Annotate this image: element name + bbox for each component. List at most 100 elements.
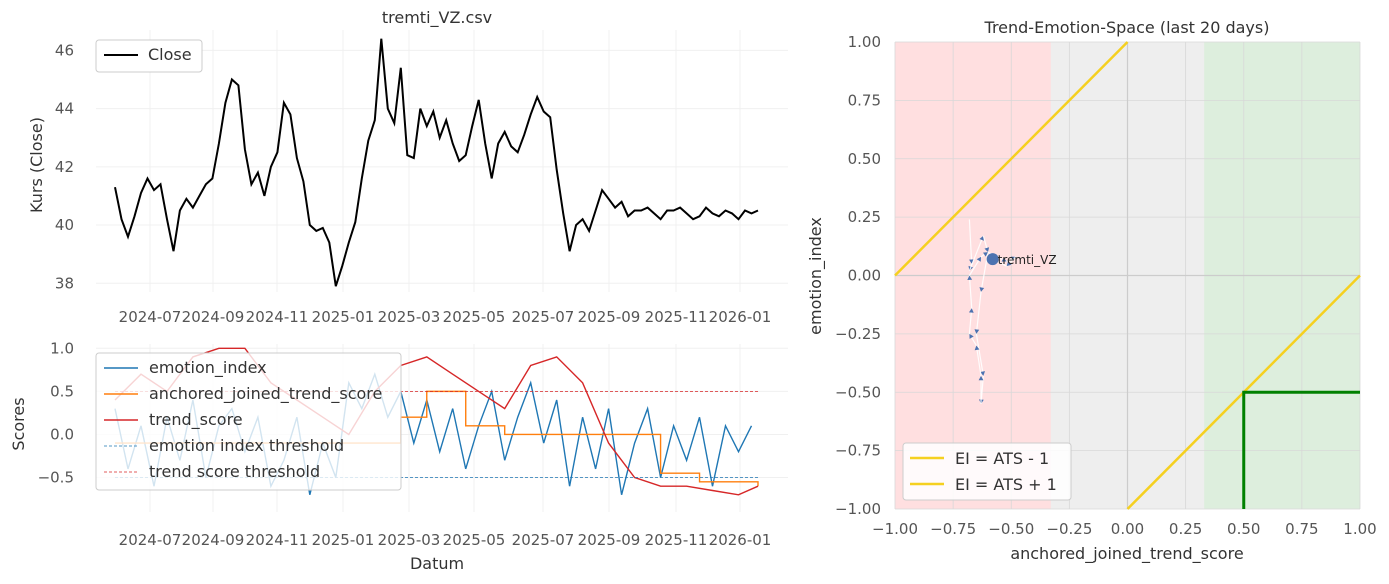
trail-arrow xyxy=(976,256,982,262)
space-y-tick: 0.50 xyxy=(848,150,881,168)
space-x-ticks: −1.00 −0.75 −0.50 −0.25 0.00 0.25 0.50 0.75 1.00 xyxy=(872,520,1377,538)
score-x-tick: 2025-01 xyxy=(312,531,375,549)
trail-arrow xyxy=(978,375,984,381)
price-y-tick: 40 xyxy=(55,216,74,234)
price-y-ticks: 38 40 42 44 46 xyxy=(55,41,74,292)
trail-arrow xyxy=(968,308,974,313)
price-x-tick: 2024-09 xyxy=(182,308,245,326)
trail-arrow xyxy=(979,287,985,292)
score-y-tick: 1.0 xyxy=(50,339,74,357)
score-x-tick: 2026-01 xyxy=(709,531,772,549)
price-y-tick: 46 xyxy=(55,41,74,59)
space-x-tick: −0.50 xyxy=(988,520,1034,538)
trail-arrow xyxy=(969,333,974,339)
space-x-axis-label: anchored_joined_trend_score xyxy=(1010,544,1243,564)
trail-arrow xyxy=(1006,261,1012,267)
trail-segment xyxy=(975,291,982,334)
legend-trend-score: trend_score xyxy=(149,410,243,430)
trail-arrow xyxy=(984,247,990,253)
line-ei-ats-plus-1 xyxy=(894,41,1129,277)
price-legend-box xyxy=(95,39,203,73)
space-y-tick: −0.25 xyxy=(835,325,881,343)
price-chart: tremti_VZ.csv Kurs (Close) 38 40 42 44 46 20… xyxy=(27,8,788,326)
score-y-tick: −0.5 xyxy=(38,469,74,487)
price-x-tick: 2025-07 xyxy=(512,308,575,326)
space-y-tick: −1.00 xyxy=(835,500,881,518)
score-legend: emotion_index anchored_joined_trend_scor… xyxy=(95,352,402,491)
trail-segment xyxy=(968,235,984,272)
space-x-tick: 0.25 xyxy=(1169,520,1202,538)
trail-segment xyxy=(968,219,973,264)
price-x-tick: 2026-01 xyxy=(709,308,772,326)
close-price-line xyxy=(114,38,759,287)
score-y-tick: 0.5 xyxy=(50,382,74,400)
trail-segment xyxy=(968,275,973,309)
legend-emotion-threshold: emotion index threshold xyxy=(149,436,344,455)
price-y-tick: 42 xyxy=(55,158,74,176)
price-x-tick: 2025-09 xyxy=(578,308,641,326)
trail-arrow xyxy=(979,235,984,241)
space-y-ticks: 1.00 0.75 0.50 0.25 0.00 −0.25 −0.50 −0.75 −1.00 xyxy=(835,33,881,518)
score-x-tick: 2025-11 xyxy=(645,531,708,549)
current-point xyxy=(986,253,999,266)
price-y-axis-label: Kurs (Close) xyxy=(27,117,46,213)
target-box xyxy=(1242,390,1360,509)
price-x-tick: 2024-11 xyxy=(246,308,309,326)
trail-arrow xyxy=(967,275,973,281)
score-chart: Scores Datum 1.0 0.5 0.0 −0.5 2024-07 2024-0… xyxy=(9,339,788,573)
space-y-axis-label: emotion_index xyxy=(806,217,826,335)
price-legend: Close xyxy=(95,39,203,73)
trail-arrow xyxy=(980,371,985,376)
score-y-axis-label: Scores xyxy=(9,397,28,450)
trail-arrow xyxy=(974,345,980,351)
price-x-tick: 2024-07 xyxy=(119,308,182,326)
score-x-tick: 2024-11 xyxy=(246,531,309,549)
score-legend-box xyxy=(95,352,402,491)
score-x-tick: 2025-09 xyxy=(578,531,641,549)
space-x-tick: 0.75 xyxy=(1285,520,1318,538)
space-title: Trend-Emotion-Space (last 20 days) xyxy=(984,18,1270,37)
space-y-tick: 0.75 xyxy=(848,91,881,109)
legend-ei-ats-plus-1: EI = ATS + 1 xyxy=(955,475,1057,494)
legend-emotion-index: emotion_index xyxy=(149,358,267,378)
trend-emotion-space: tremti_VZ Trend-Emotion-Space (last 20 d… xyxy=(806,18,1377,564)
legend-trend-threshold: trend score threshold xyxy=(149,462,320,481)
price-x-tick: 2025-11 xyxy=(645,308,708,326)
score-x-axis-label: Datum xyxy=(410,554,464,573)
space-y-tick: 0.00 xyxy=(848,267,881,285)
score-x-ticks: 2024-07 2024-09 2024-11 2025-01 2025-03 2025-… xyxy=(119,531,772,549)
space-legend-box xyxy=(902,442,1072,501)
price-legend-close: Close xyxy=(148,45,192,64)
price-x-tick: 2025-03 xyxy=(378,308,441,326)
price-chart-title: tremti_VZ.csv xyxy=(382,8,492,28)
legend-ei-ats-minus-1: EI = ATS - 1 xyxy=(955,449,1049,468)
score-x-tick: 2025-03 xyxy=(378,531,441,549)
price-grid xyxy=(96,30,788,292)
space-grid xyxy=(894,41,1361,510)
trail-arrow xyxy=(1001,257,1007,262)
price-x-tick: 2025-05 xyxy=(443,308,506,326)
space-x-tick: 0.50 xyxy=(1227,520,1260,538)
trail-arrow xyxy=(983,252,988,257)
score-y-ticks: 1.0 0.5 0.0 −0.5 xyxy=(38,339,74,486)
space-x-tick: 1.00 xyxy=(1343,520,1376,538)
price-x-tick: 2025-01 xyxy=(312,308,375,326)
space-y-tick: 1.00 xyxy=(848,33,881,51)
price-x-ticks: 2024-07 2024-09 2024-11 2025-01 2025-03 2025-… xyxy=(119,308,772,326)
space-y-tick: 0.25 xyxy=(848,208,881,226)
score-x-tick: 2024-07 xyxy=(119,531,182,549)
price-plot-area xyxy=(96,30,788,292)
score-x-tick: 2024-09 xyxy=(182,531,245,549)
space-legend: EI = ATS - 1 EI = ATS + 1 xyxy=(902,442,1072,501)
space-y-tick: −0.50 xyxy=(835,383,881,401)
space-x-tick: 0.00 xyxy=(1111,520,1144,538)
score-y-tick: 0.0 xyxy=(50,425,74,443)
trend-score-line xyxy=(114,347,759,496)
trail-segment xyxy=(975,333,984,377)
space-x-tick: −1.00 xyxy=(872,520,918,538)
legend-anchored-score: anchored_joined_trend_score xyxy=(149,384,382,404)
trail-arrow xyxy=(974,329,980,334)
space-y-tick: −0.75 xyxy=(835,442,881,460)
space-x-tick: −0.25 xyxy=(1046,520,1092,538)
